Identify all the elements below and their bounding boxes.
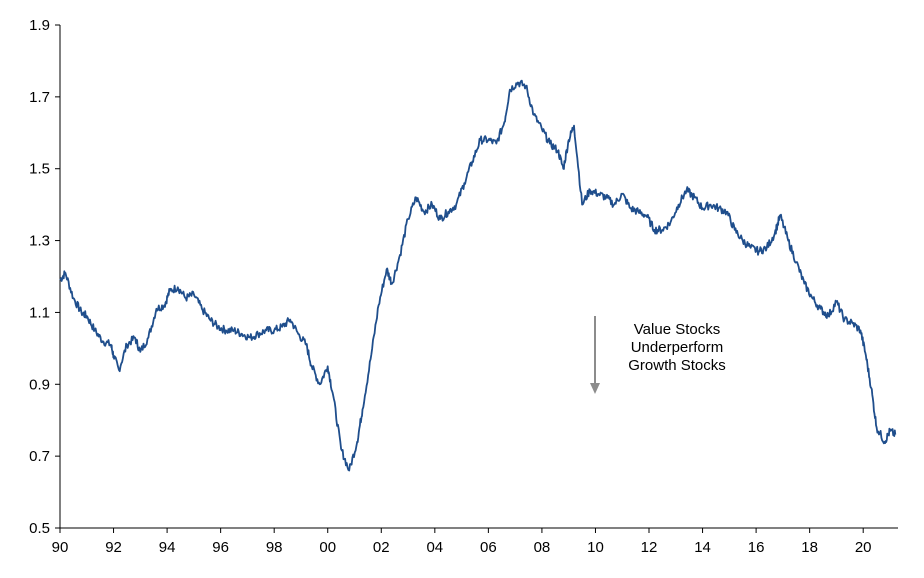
y-tick-label: 1.9: [29, 17, 50, 34]
annotation-line-1: Value Stocks: [634, 321, 720, 338]
y-tick-label: 0.5: [29, 520, 50, 537]
annotation-arrow-head: [590, 383, 600, 394]
series-layer: [59, 79, 897, 472]
x-tick-label: 02: [373, 539, 390, 556]
y-tick-label: 1.3: [29, 233, 50, 250]
x-tick-label: 94: [159, 539, 176, 556]
x-tick-label: 00: [319, 539, 336, 556]
y-tick-label: 1.1: [29, 304, 50, 321]
x-tick-label: 12: [641, 539, 658, 556]
x-tick-label: 04: [426, 539, 443, 556]
y-tick-label: 0.7: [29, 448, 50, 465]
x-tick-label: 20: [855, 539, 872, 556]
y-tick-label: 0.9: [29, 376, 50, 393]
y-tick-label: 1.5: [29, 161, 50, 178]
x-tick-label: 92: [105, 539, 122, 556]
x-tick-label: 06: [480, 539, 497, 556]
annotation: Value Stocks Underperform Growth Stocks: [590, 316, 726, 394]
x-axis: 90 92 94 96 98 00 02 04 06 08 10 12 14 16 18 20: [52, 527, 898, 556]
x-tick-label: 08: [534, 539, 551, 556]
x-tick-label: 98: [266, 539, 283, 556]
annotation-line-2: Underperform: [631, 339, 724, 356]
annotation-line-3: Growth Stocks: [628, 357, 726, 374]
y-axis: 0.5 0.7 0.9 1.1 1.3 1.5 1.7 1.9: [29, 17, 61, 537]
x-tick-label: 14: [694, 539, 711, 556]
series-line: [59, 79, 897, 472]
x-tick-label: 10: [587, 539, 604, 556]
x-tick-label: 96: [212, 539, 229, 556]
y-tick-label: 1.7: [29, 89, 50, 106]
x-tick-label: 90: [52, 539, 69, 556]
x-tick-label: 16: [748, 539, 765, 556]
x-tick-label: 18: [801, 539, 818, 556]
